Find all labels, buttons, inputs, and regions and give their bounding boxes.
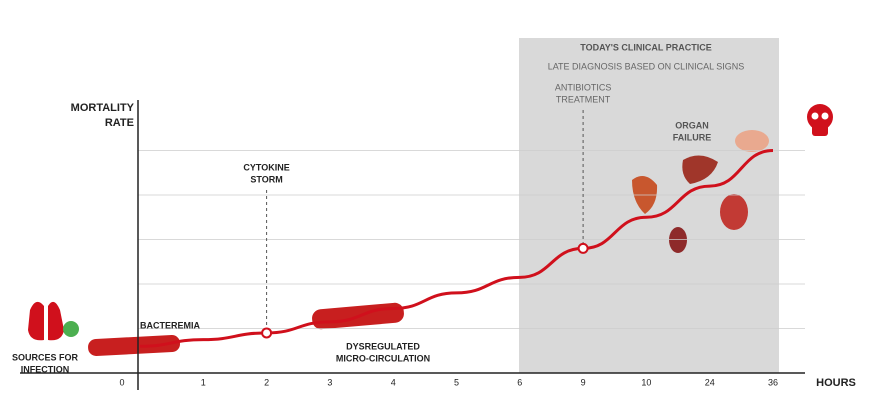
annotation-label: SOURCES FOR [12,352,79,362]
x-tick-label: 1 [201,377,206,387]
annotation-label: INFECTION [21,364,70,374]
region-subtitle: LATE DIAGNOSIS BASED ON CLINICAL SIGNS [548,61,745,71]
lungs-icon [28,301,79,341]
annotation-label: BACTEREMIA [140,320,200,330]
x-axis-label: HOURS [816,377,856,389]
x-tick-label: 2 [264,377,269,387]
annotation-label: FAILURE [673,132,712,142]
y-axis-label: MORTALITY [71,102,135,114]
x-tick-label: 4 [391,377,396,387]
x-tick-label: 0 [119,377,124,387]
x-tick-label: 9 [581,377,586,387]
x-tick-label: 36 [768,377,778,387]
marker-label: CYTOKINE [243,162,289,172]
annotation-label: ORGAN [675,120,709,130]
x-tick-label: 5 [454,377,459,387]
annotation-label: MICRO-CIRCULATION [336,353,430,363]
skull-icon [807,104,833,136]
vessel [88,335,181,356]
marker-point [261,327,273,339]
organ-icons [632,130,769,253]
mortality-line [139,149,774,348]
region-title: TODAY'S CLINICAL PRACTICE [580,42,712,52]
marker-point [577,242,589,254]
x-tick-label: 10 [641,377,651,387]
x-tick-label: 6 [517,377,522,387]
annotation-label: DYSREGULATED [346,341,420,351]
marker-label: TREATMENT [556,94,611,104]
x-tick-label: 3 [327,377,332,387]
x-tick-label: 24 [705,377,715,387]
marker-label: STORM [250,174,282,184]
marker-label: ANTIBIOTICS [555,82,612,92]
y-axis-label: RATE [105,117,134,129]
